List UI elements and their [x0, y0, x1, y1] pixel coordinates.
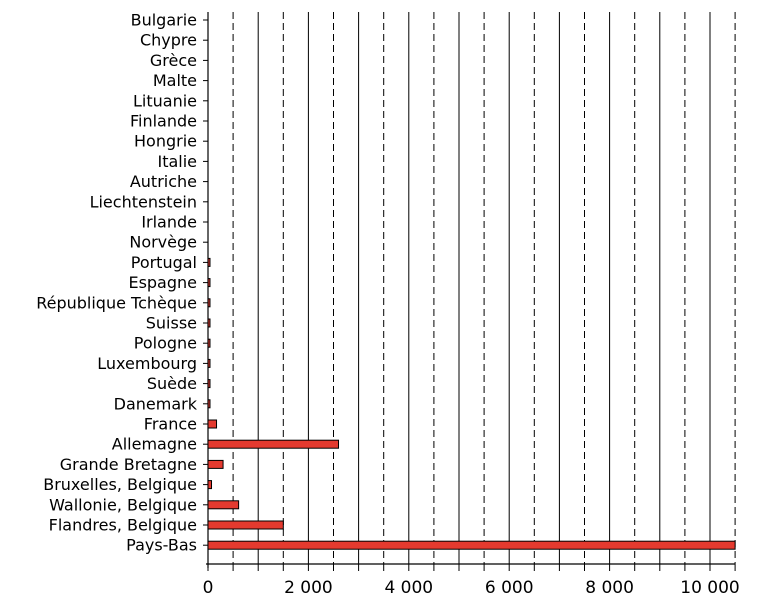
x-tick-label: 6 000 — [485, 578, 534, 598]
category-label: Flandres, Belgique — [49, 516, 197, 535]
category-label: Autriche — [130, 172, 197, 191]
bar — [207, 257, 211, 267]
x-tick-label: 0 — [203, 578, 214, 598]
category-label: France — [144, 415, 197, 434]
category-label: Bulgarie — [131, 11, 197, 30]
bar — [207, 500, 240, 510]
gridlines — [232, 12, 736, 564]
category-label: Luxembourg — [97, 354, 197, 373]
bar — [207, 298, 211, 308]
category-label: Lituanie — [133, 91, 197, 110]
category-label: Portugal — [131, 253, 197, 272]
x-tick-label: 4 000 — [384, 578, 433, 598]
bar — [207, 338, 211, 348]
category-label: Irlande — [141, 213, 197, 232]
bar — [207, 318, 211, 328]
category-label: Bruxelles, Belgique — [43, 475, 197, 494]
category-label: Danemark — [114, 394, 198, 413]
x-tick-label: 8 000 — [585, 578, 634, 598]
bar — [207, 278, 211, 288]
bar — [207, 540, 736, 550]
bar — [207, 459, 224, 469]
category-label: Espagne — [128, 273, 197, 292]
category-label: Norvège — [129, 233, 197, 252]
category-label: Allemagne — [112, 435, 197, 454]
category-label: Hongrie — [134, 132, 197, 151]
category-label: Italie — [157, 152, 197, 171]
bar — [207, 358, 211, 368]
category-label: Chypre — [140, 31, 197, 50]
bar — [207, 439, 340, 449]
x-tick-label: 10 000 — [680, 578, 739, 598]
bar — [207, 419, 218, 429]
category-label: Grande Bretagne — [60, 455, 197, 474]
bar — [207, 480, 213, 490]
bar — [207, 379, 211, 389]
category-label: Wallonie, Belgique — [49, 495, 197, 514]
category-label: République Tchèque — [36, 293, 197, 312]
category-label: Suède — [147, 374, 197, 393]
bar — [207, 399, 211, 409]
category-label: Pays-Bas — [126, 536, 197, 555]
category-label: Grèce — [150, 51, 197, 70]
category-label: Suisse — [146, 314, 197, 333]
x-axis-ticks — [207, 564, 736, 571]
x-tick-label: 2 000 — [284, 578, 333, 598]
category-label: Malte — [153, 71, 197, 90]
category-label: Pologne — [134, 334, 197, 353]
category-label: Liechtenstein — [90, 192, 197, 211]
category-label: Finlande — [130, 112, 197, 131]
bar — [207, 520, 284, 530]
